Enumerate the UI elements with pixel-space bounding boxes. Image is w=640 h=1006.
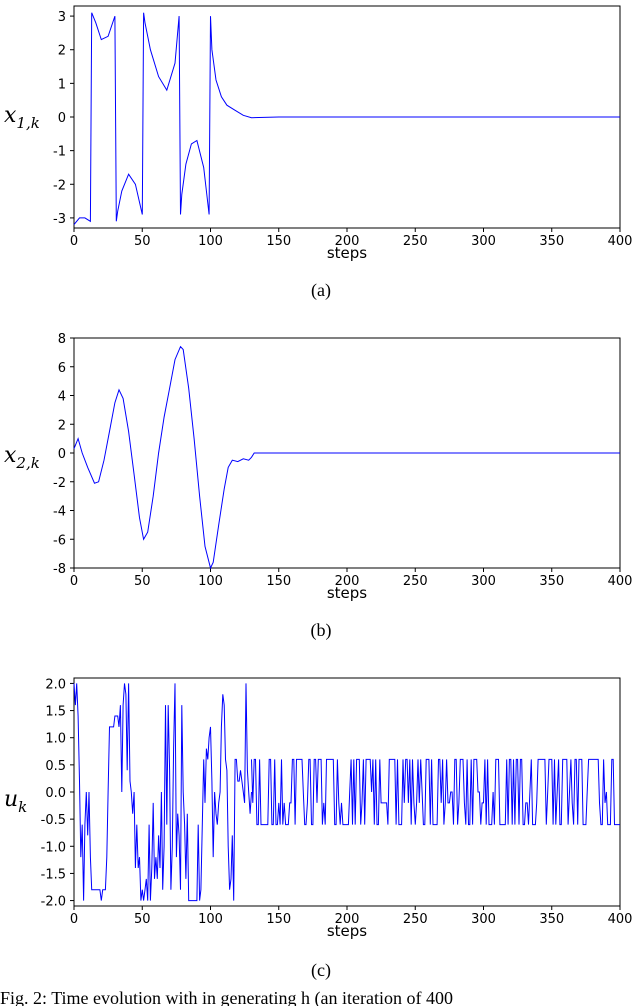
x-tick-label: 350 [539, 234, 564, 249]
x-tick-label: 200 [335, 574, 360, 589]
x-tick-label: 200 [335, 234, 360, 249]
y-tick-label: -6 [53, 533, 66, 548]
x-tick-label: 350 [539, 912, 564, 927]
x-axis-label: steps [327, 244, 367, 262]
x-tick-label: 0 [70, 912, 78, 927]
y-tick-label: 1 [58, 77, 66, 92]
y-tick-label: -0.5 [41, 813, 66, 828]
figure-footer-caption: Fig. 2: Time evolution with in generatin… [0, 988, 453, 1006]
y-tick-label: 2 [58, 44, 66, 59]
x-tick-label: 50 [134, 574, 151, 589]
y-axis-label-subscript: 1,k [16, 114, 39, 132]
y-tick-label: 6 [58, 361, 66, 376]
x-tick-label: 250 [403, 574, 428, 589]
y-axis-label-subscript: 2,k [15, 454, 39, 472]
y-tick-label: 0 [58, 447, 66, 462]
x-tick-label: 400 [608, 574, 633, 589]
x-tick-label: 0 [70, 574, 78, 589]
series-line-a-0 [73, 12, 620, 225]
x-tick-label: 150 [266, 574, 291, 589]
y-axis-label: uk [4, 787, 27, 816]
x-tick-label: 100 [198, 234, 223, 249]
series-line-c-1 [251, 758, 620, 826]
x-tick-label: 150 [266, 234, 291, 249]
x-tick-label: 100 [198, 912, 223, 927]
y-tick-label: 0.0 [45, 786, 66, 801]
x-tick-label: 350 [539, 574, 564, 589]
y-tick-label: 0.5 [45, 759, 66, 774]
chart-panel-b: 0 50 100 150 200 250 300 350 400 8 6 4 2 0 -2 -4 -6 -8 ste… [4, 332, 632, 641]
y-axis-label-subscript: k [18, 798, 27, 816]
y-tick-label: 1.0 [45, 732, 66, 747]
y-tick-label: 1.5 [45, 705, 66, 720]
y-tick-label: -2.0 [41, 895, 66, 910]
x-tick-label: 300 [471, 574, 496, 589]
y-tick-label: -8 [53, 562, 66, 577]
y-tick-label: 4 [58, 390, 66, 405]
chart-panel-c: 0 50 100 150 200 250 300 350 400 2.0 1.5 1.0 0.5 0.0 -… [4, 677, 632, 981]
y-tick-label: 2.0 [45, 677, 66, 692]
x-tick-label: 250 [403, 912, 428, 927]
y-tick-label: -3 [53, 212, 66, 227]
y-tick-label: -1.0 [41, 840, 66, 855]
y-tick-label: -2 [53, 476, 66, 491]
x-tick-label: 150 [266, 912, 291, 927]
plot-frame [73, 677, 621, 907]
y-tick-label: -1.5 [41, 867, 66, 882]
x-axis-label: steps [327, 584, 367, 602]
series-line-b-0 [73, 345, 620, 570]
panel-caption: (a) [311, 280, 331, 301]
y-tick-label: -1 [53, 145, 66, 160]
series-line-c-0 [73, 683, 252, 902]
chart-panel-a: 0 50 100 150 200 250 300 350 400 3 2 1 0 -1 -2 -3 steps x… [4, 5, 633, 301]
y-tick-label: 8 [58, 332, 66, 347]
x-tick-label: 400 [608, 912, 633, 927]
x-tick-label: 300 [471, 912, 496, 927]
x-tick-label: 50 [134, 234, 151, 249]
x-axis-label: steps [327, 922, 367, 940]
y-axis-label: x2,k [4, 443, 40, 472]
panel-caption: (b) [311, 620, 332, 641]
x-tick-label: 400 [608, 234, 633, 249]
y-axis-label: x1,k [4, 103, 40, 132]
y-tick-label: 0 [58, 111, 66, 126]
x-tick-label: 100 [198, 574, 223, 589]
x-tick-label: 0 [70, 234, 78, 249]
panel-caption: (c) [311, 960, 331, 981]
y-tick-label: -2 [53, 178, 66, 193]
y-tick-label: 3 [58, 10, 66, 25]
y-tick-label: 2 [58, 418, 66, 433]
x-tick-label: 50 [134, 912, 151, 927]
y-tick-label: -4 [53, 505, 66, 520]
x-tick-label: 300 [471, 234, 496, 249]
x-tick-label: 250 [403, 234, 428, 249]
x-tick-label: 200 [335, 912, 360, 927]
